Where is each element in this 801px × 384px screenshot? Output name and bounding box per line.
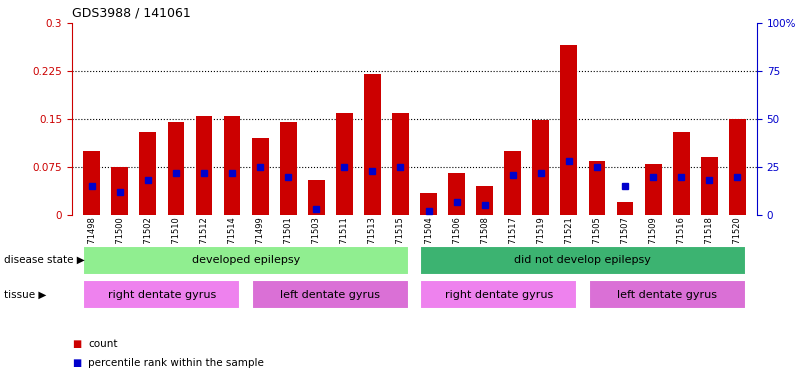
Bar	[617, 202, 634, 215]
Bar	[421, 193, 437, 215]
Bar	[701, 157, 718, 215]
Bar	[252, 138, 268, 215]
Bar	[167, 122, 184, 215]
Bar	[83, 151, 100, 215]
Text: left dentate gyrus: left dentate gyrus	[280, 290, 380, 300]
Bar	[449, 174, 465, 215]
Text: disease state ▶: disease state ▶	[4, 255, 85, 265]
Bar	[364, 74, 380, 215]
Bar	[673, 132, 690, 215]
Bar	[589, 161, 606, 215]
Text: developed epilepsy: developed epilepsy	[192, 255, 300, 265]
Bar	[139, 132, 156, 215]
Bar	[195, 116, 212, 215]
Text: did not develop epilepsy: did not develop epilepsy	[514, 255, 651, 265]
Text: left dentate gyrus: left dentate gyrus	[617, 290, 717, 300]
Text: percentile rank within the sample: percentile rank within the sample	[88, 358, 264, 368]
Bar	[533, 120, 549, 215]
Text: count: count	[88, 339, 118, 349]
Bar	[280, 122, 296, 215]
Bar	[392, 113, 409, 215]
Bar	[336, 113, 352, 215]
Text: GDS3988 / 141061: GDS3988 / 141061	[72, 6, 191, 19]
Bar	[223, 116, 240, 215]
Bar	[729, 119, 746, 215]
Text: right dentate gyrus: right dentate gyrus	[445, 290, 553, 300]
Text: ■: ■	[72, 358, 82, 368]
Bar	[505, 151, 521, 215]
Text: right dentate gyrus: right dentate gyrus	[108, 290, 216, 300]
Bar	[477, 186, 493, 215]
Bar	[645, 164, 662, 215]
Bar	[308, 180, 324, 215]
Bar	[111, 167, 128, 215]
Bar	[561, 45, 578, 215]
Text: tissue ▶: tissue ▶	[4, 290, 46, 300]
Text: ■: ■	[72, 339, 82, 349]
